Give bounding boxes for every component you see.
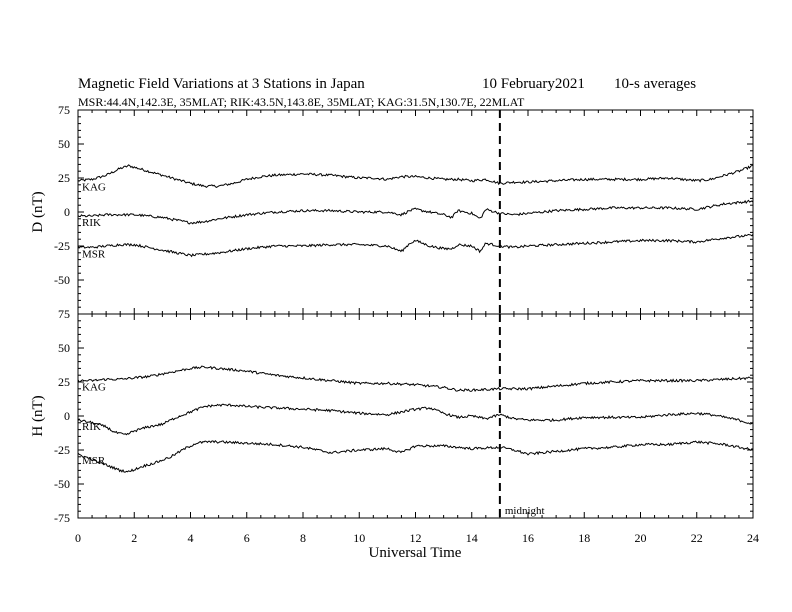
- x-tick-label: 12: [410, 531, 422, 545]
- series-msr-line: [77, 233, 754, 258]
- y-tick-label: 0: [64, 409, 70, 423]
- chart-subtitle: MSR:44.4N,142.3E, 35MLAT; RIK:43.5N,143.…: [78, 95, 525, 109]
- x-tick-label: 22: [691, 531, 703, 545]
- y-tick-label: 25: [58, 171, 70, 185]
- series-msr-line: [77, 439, 754, 473]
- x-tick-label: 20: [635, 531, 647, 545]
- y-tick-label: 25: [58, 375, 70, 389]
- series-kag-line: [77, 365, 754, 392]
- series-msr-label: MSR: [82, 455, 106, 467]
- series-rik-line: [77, 403, 754, 436]
- y-tick-label: -50: [54, 273, 70, 287]
- midnight-label: midnight: [505, 505, 545, 517]
- x-axis-label: Universal Time: [369, 545, 462, 561]
- series-rik-label: RIK: [82, 421, 101, 433]
- y-tick-label: -25: [54, 443, 70, 457]
- y-tick-label: -25: [54, 239, 70, 253]
- x-tick-label: 16: [522, 531, 534, 545]
- x-tick-label: 14: [466, 531, 478, 545]
- y-axis-label: D (nT): [30, 191, 46, 232]
- chart-title: Magnetic Field Variations at 3 Stations …: [78, 76, 365, 92]
- series-kag-label: KAG: [82, 182, 106, 194]
- series-msr-label: MSR: [82, 248, 106, 260]
- y-tick-label: -50: [54, 477, 70, 491]
- chart-date: 10 February2021: [482, 76, 585, 92]
- series-kag-line: [77, 164, 754, 189]
- y-tick-label: 75: [58, 103, 70, 117]
- x-tick-label: 24: [747, 531, 759, 545]
- y-tick-label: 50: [58, 341, 70, 355]
- y-tick-label: 75: [58, 307, 70, 321]
- chart-averaging: 10-s averages: [614, 76, 696, 92]
- x-tick-label: 2: [131, 531, 137, 545]
- y-tick-label: 50: [58, 137, 70, 151]
- series-rik-line: [77, 199, 754, 225]
- series-kag-label: KAG: [82, 382, 106, 394]
- x-tick-label: 8: [300, 531, 306, 545]
- y-tick-label: -75: [54, 511, 70, 525]
- y-axis-label: H (nT): [30, 395, 46, 436]
- x-tick-label: 10: [353, 531, 365, 545]
- series-rik-label: RIK: [82, 217, 101, 229]
- x-tick-label: 0: [75, 531, 81, 545]
- x-tick-label: 18: [578, 531, 590, 545]
- plot-layer: 75 50 25 0 -25 -50 D (nT) KAG RIK MSR 75 50 25 0 -25 -5…: [30, 103, 759, 545]
- panel-frame: [77, 109, 754, 315]
- x-tick-label: 6: [244, 531, 250, 545]
- x-tick-label: 4: [188, 531, 194, 545]
- y-tick-label: 0: [64, 205, 70, 219]
